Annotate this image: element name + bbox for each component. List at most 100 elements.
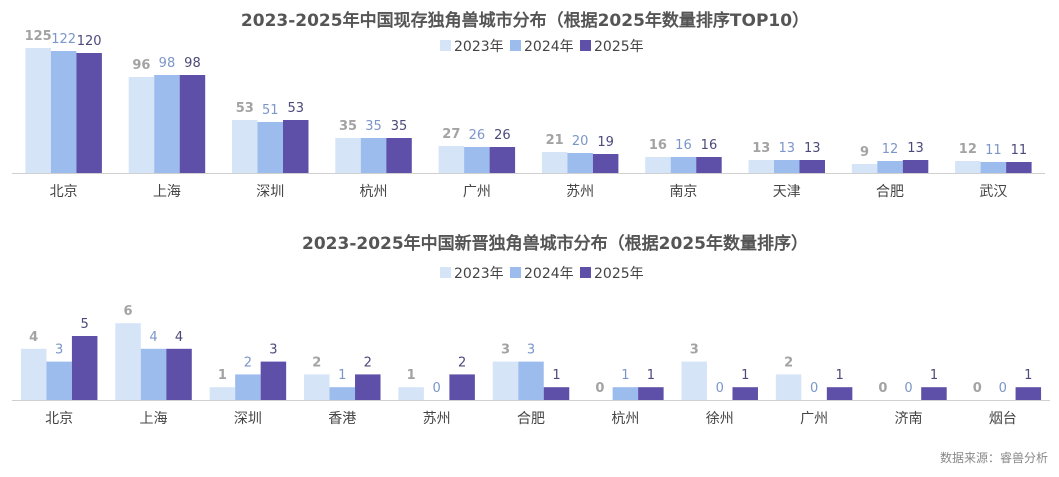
chart2-data-label-2024: 0 <box>999 381 1007 396</box>
chart1-data-label-2024: 12 <box>882 142 899 157</box>
chart2-data-label-2024: 4 <box>149 330 157 345</box>
chart2-category-label: 广州 <box>800 411 828 427</box>
chart2-bar-2023 <box>775 374 802 400</box>
chart1-legend-label: 2025年 <box>594 39 644 55</box>
chart2-data-label-2024: 0 <box>432 381 440 396</box>
chart2-bar-2024 <box>612 387 639 400</box>
chart1-bar-2025 <box>179 75 206 173</box>
chart2-data-label-2023: 6 <box>124 304 133 319</box>
chart1-data-label-2024: 26 <box>469 128 486 143</box>
chart2-legend-label: 2023年 <box>454 266 504 282</box>
chart1-bar-2023 <box>232 120 258 173</box>
chart2-category-label: 徐州 <box>706 411 734 427</box>
chart1-data-label-2025: 13 <box>804 141 821 156</box>
chart1-bar-2023 <box>335 138 361 173</box>
chart2-legend-swatch <box>510 267 521 278</box>
chart2-bar-2023 <box>115 323 141 400</box>
chart1-data-label-2025: 53 <box>287 101 304 116</box>
chart1-category-label: 上海 <box>153 184 181 200</box>
chart2-data-label-2024: 3 <box>55 343 63 358</box>
chart2-legend-swatch <box>580 267 591 278</box>
chart2-data-label-2025: 4 <box>175 330 183 345</box>
chart2-data-label-2024: 0 <box>810 381 818 396</box>
chart2-bar-2024 <box>46 361 72 400</box>
chart1-data-label-2025: 16 <box>701 138 718 153</box>
chart1-bar-2025 <box>799 160 825 173</box>
chart1-title: 2023-2025年中国现存独角兽城市分布（根据2025年数量排序TOP10） <box>241 10 809 31</box>
chart2-data-label-2023: 0 <box>973 381 982 396</box>
chart2-data-label-2023: 1 <box>407 368 416 383</box>
chart1-bar-2023 <box>541 152 568 173</box>
chart1-data-label-2024: 122 <box>51 32 76 47</box>
chart2-bar-2023 <box>20 348 47 400</box>
chart2-data-label-2023: 4 <box>29 330 38 345</box>
chart1-bar-2025 <box>283 120 309 173</box>
chart1-data-label-2024: 11 <box>985 143 1002 158</box>
chart2-data-label-2025: 1 <box>930 368 938 383</box>
chart2-bar-2025 <box>1015 387 1042 400</box>
chart1-legend-swatch <box>440 40 451 51</box>
chart1-legend-swatch <box>510 40 521 51</box>
chart1-bar-2023 <box>851 164 878 173</box>
chart1-bar-2024 <box>360 138 387 173</box>
chart2-bar-2025 <box>543 387 570 400</box>
chart2-bar-2025 <box>638 387 664 400</box>
chart1-bar-2025 <box>489 147 516 173</box>
chart1-bar-2023 <box>438 146 465 173</box>
chart1-data-label-2024: 98 <box>159 56 176 71</box>
chart1-category-label: 苏州 <box>566 184 594 200</box>
chart2-data-label-2023: 3 <box>690 343 699 358</box>
chart2-legend-label: 2025年 <box>594 266 644 282</box>
chart2-bar-2024 <box>518 361 544 400</box>
chart2-data-label-2024: 0 <box>904 381 912 396</box>
chart2-category-label: 上海 <box>140 411 168 427</box>
chart2-data-label-2025: 2 <box>364 355 372 370</box>
chart1-category-label: 天津 <box>773 184 801 200</box>
chart1-legend-label: 2023年 <box>454 39 504 55</box>
chart2-category-label: 合肥 <box>517 411 545 427</box>
chart1-data-label-2023: 16 <box>649 138 667 153</box>
chart2-bar-2023 <box>209 387 236 400</box>
chart2-data-label-2025: 1 <box>647 368 655 383</box>
chart1-bar-2025 <box>386 138 412 173</box>
chart1-bar-2024 <box>877 161 903 173</box>
chart1-bar-2025 <box>76 53 102 173</box>
chart2-title: 2023-2025年中国新晋独角兽城市分布（根据2025年数量排序） <box>302 233 808 254</box>
chart2-category-label: 济南 <box>894 411 922 427</box>
chart1-bar-2023 <box>955 161 981 173</box>
chart1-category-label: 深圳 <box>256 184 284 200</box>
chart2-data-label-2023: 1 <box>218 368 227 383</box>
chart1-data-label-2025: 98 <box>184 56 201 71</box>
chart1-bar-2024 <box>567 153 593 173</box>
chart2-data-label-2024: 0 <box>716 381 724 396</box>
chart1-data-label-2023: 9 <box>860 145 869 160</box>
chart2-data-label-2025: 5 <box>81 317 89 332</box>
chart2-bar-2025 <box>166 348 192 400</box>
chart2-data-label-2023: 0 <box>595 381 604 396</box>
chart2-data-label-2023: 2 <box>312 355 321 370</box>
chart1-data-label-2025: 26 <box>494 128 511 143</box>
chart1-bar-2024 <box>980 162 1007 173</box>
chart1-bar-2025 <box>902 160 929 173</box>
chart1-bar-2025 <box>1006 162 1032 173</box>
chart1-bar-2024 <box>50 51 77 173</box>
chart1-category-label: 南京 <box>669 184 697 200</box>
chart2-data-label-2024: 1 <box>621 368 629 383</box>
chart2-category-label: 香港 <box>328 411 356 427</box>
chart1-bar-2024 <box>257 122 283 173</box>
chart1-data-label-2025: 120 <box>77 34 102 49</box>
chart2-data-label-2025: 1 <box>552 368 560 383</box>
chart1-data-label-2024: 13 <box>778 141 795 156</box>
chart2-category-label: 烟台 <box>989 411 1017 427</box>
chart1-bar-2023 <box>748 160 774 173</box>
chart1-category-label: 武汉 <box>979 184 1007 200</box>
chart2-data-label-2024: 2 <box>244 355 252 370</box>
chart2-data-label-2025: 1 <box>835 368 843 383</box>
chart2-data-label-2025: 2 <box>458 355 466 370</box>
chart1-legend-swatch <box>580 40 591 51</box>
chart1-bar-2023 <box>645 157 671 173</box>
chart2-data-label-2023: 3 <box>501 343 510 358</box>
chart2-data-label-2023: 2 <box>784 355 793 370</box>
chart2-bar-2024 <box>329 387 356 400</box>
chart2-legend-label: 2024年 <box>524 266 574 282</box>
